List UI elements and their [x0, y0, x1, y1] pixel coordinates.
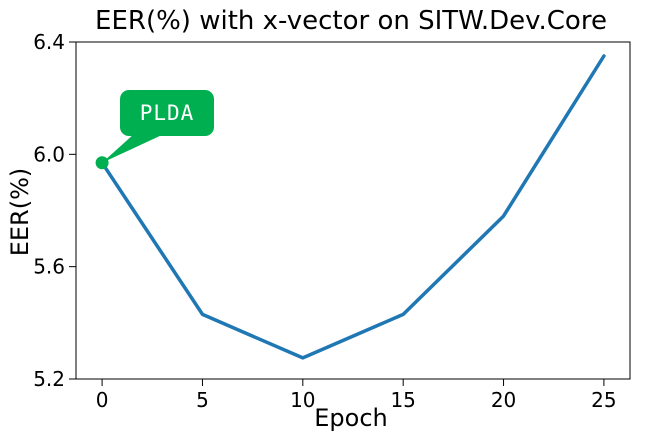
series-layer — [100, 54, 606, 360]
y-tick-label: 5.2 — [33, 367, 65, 391]
annotation-pointer — [102, 134, 164, 163]
plot-frame — [75, 41, 631, 380]
annotation-point-marker — [95, 156, 109, 170]
y-axis-label: EER(%) — [6, 168, 34, 257]
annotation-layer: PLDA — [95, 90, 214, 170]
x-tick-label: 15 — [390, 388, 415, 412]
annotation-label: PLDA — [140, 101, 195, 125]
annotation-box — [120, 90, 214, 136]
x-tick-label: 10 — [290, 388, 315, 412]
ticks: 0 5 10 15 20 25 5.2 5.6 6.0 6.4 — [33, 30, 616, 412]
y-tick-label: 5.6 — [33, 255, 65, 279]
y-tick-label: 6.0 — [33, 142, 65, 166]
x-axis-label: Epoch — [314, 404, 388, 432]
x-tick-label: 20 — [491, 388, 516, 412]
x-tick-label: 0 — [96, 388, 109, 412]
chart-title: EER(%) with x-vector on SITW.Dev.Core — [95, 6, 607, 36]
series-line-0 — [100, 54, 606, 360]
x-tick-label: 25 — [591, 388, 616, 412]
x-tick-label: 5 — [196, 388, 209, 412]
axes-frame — [75, 41, 631, 380]
y-tick-label: 6.4 — [33, 30, 65, 54]
